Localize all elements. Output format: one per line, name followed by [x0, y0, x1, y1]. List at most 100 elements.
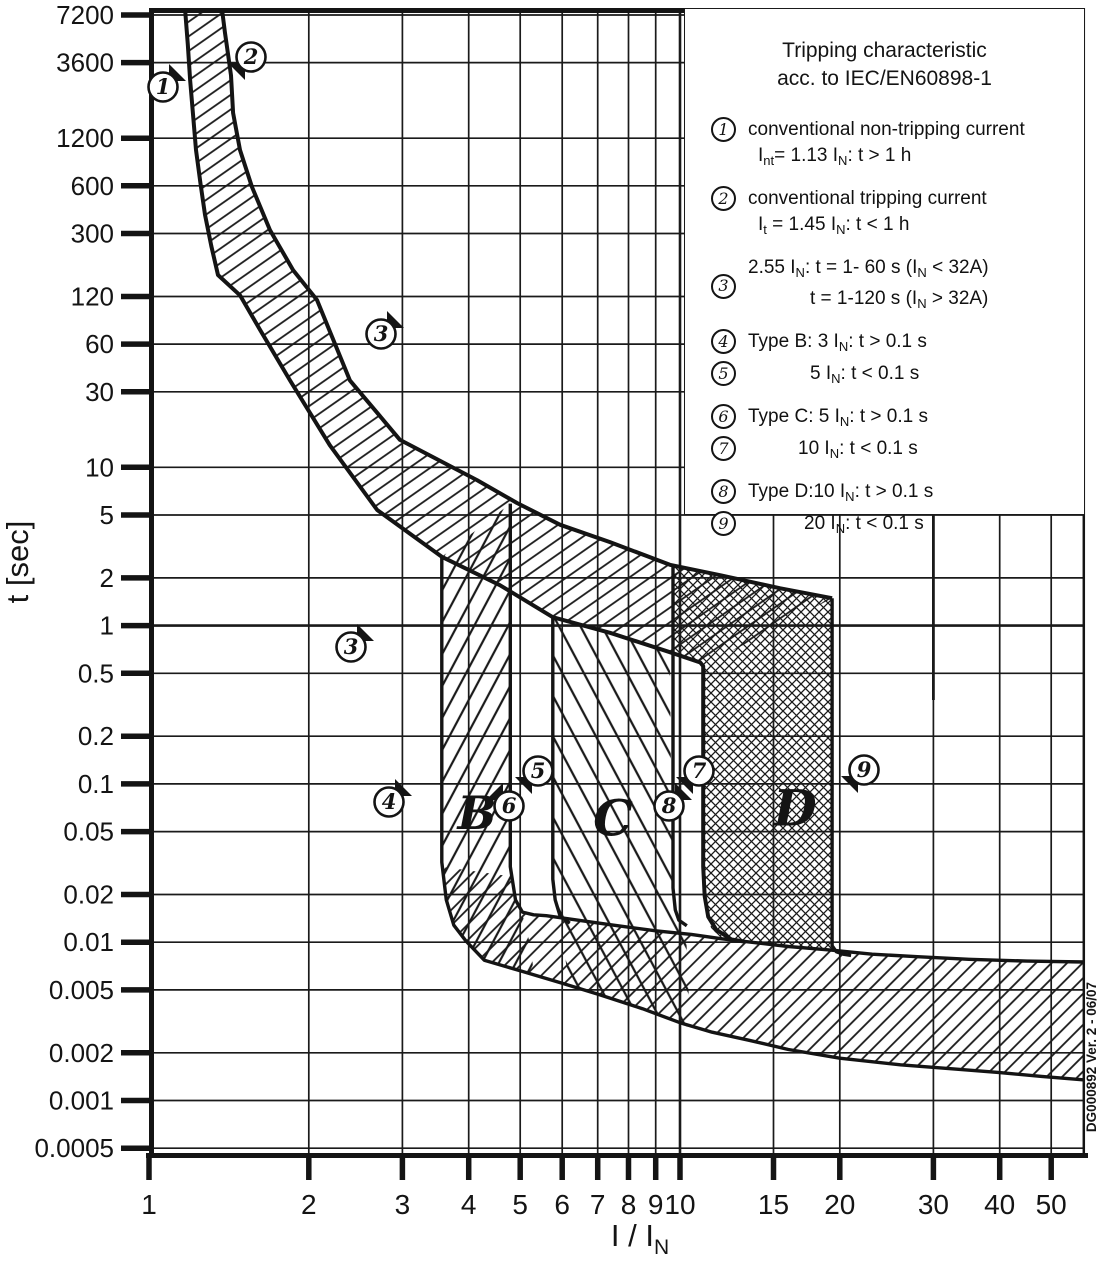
legend-title-line1: Tripping characteristic [782, 39, 987, 62]
callout-circle [493, 790, 525, 822]
drawing-number: DG000892 Ver. 2 - 06/07 [1084, 982, 1099, 1132]
callout-number: 3 [344, 634, 359, 659]
y-tick-label-0.05: 0.05 [63, 817, 114, 847]
y-tick-label-1: 1 [100, 611, 114, 641]
legend-item-line: 5 IN: t < 0.1 s [810, 363, 920, 386]
axis-ticks [121, 12, 1054, 1180]
edge-curve-1-13 [183, 8, 745, 944]
edge-curve-1-45 [219, 8, 833, 601]
legend-item-number-icon: 1 [711, 117, 736, 142]
legend-item-number-icon: 6 [711, 404, 736, 429]
x-tick-label-8: 8 [621, 1189, 637, 1220]
x-tick-label-15: 15 [758, 1189, 789, 1220]
legend-title-line2: acc. to IEC/EN60898-1 [777, 67, 992, 90]
edge-d-right [830, 598, 852, 958]
legend-item-line: 10 IN: t < 0.1 s [798, 438, 918, 461]
y-tick-label-30: 30 [85, 377, 114, 407]
x-tick-label-50: 50 [1036, 1189, 1067, 1220]
callout-1: 1 [147, 64, 186, 103]
legend-item-line: 20 IN: t < 0.1 s [804, 513, 924, 536]
callout-number: 2 [243, 44, 259, 69]
y-tick-label-0.1: 0.1 [78, 769, 114, 799]
legend-item-1: 1 conventional non-tripping current Int= 1… [685, 117, 1084, 174]
legend-item-text: conventional tripping current It = 1.45 I… [748, 186, 987, 243]
legend-item-number-icon: 3 [711, 273, 736, 299]
legend-item-3: 3 2.55 IN: t = 1- 60 s (IN < 32A) t = 1-12… [685, 255, 1084, 317]
legend-item-text: Type C: 5 IN: t > 0.1 s [748, 404, 928, 435]
callout-number: 4 [382, 789, 397, 814]
x-tick-label-7: 7 [590, 1189, 606, 1220]
legend-item-text: 5 IN: t < 0.1 s [748, 361, 919, 392]
callout-circle [235, 41, 267, 73]
x-tick-label-20: 20 [824, 1189, 855, 1220]
legend-item-text: 20 IN: t < 0.1 s [748, 511, 924, 542]
legend-item-text: Type B: 3 IN: t > 0.1 s [748, 329, 927, 360]
trip-bands [185, 8, 1085, 1080]
x-tick-label-40: 40 [984, 1189, 1015, 1220]
type-letter-D: D [771, 779, 816, 838]
callout-7: 7 [676, 755, 715, 794]
y-tick-label-1200: 1200 [56, 123, 114, 153]
legend-item-line: Type C: 5 IN: t > 0.1 s [748, 406, 928, 429]
callout-circle [335, 631, 367, 663]
edge-b-right-and-upper-limit [508, 503, 1085, 964]
legend-item-8: 8 Type D:10 IN: t > 0.1 s [685, 479, 1084, 510]
limit-curves [183, 8, 1085, 1082]
callout-circle [522, 755, 554, 787]
legend-item-number-icon: 5 [711, 361, 736, 386]
y-tick-label-0.2: 0.2 [78, 721, 114, 751]
legend-item-line: Int= 1.13 IN: t > 1 h [758, 145, 912, 168]
y-tick-label-0.002: 0.002 [49, 1038, 114, 1068]
callout-circle [683, 755, 715, 787]
callout-9: 9 [841, 754, 880, 793]
legend-item-2: 2 conventional tripping current It = 1.45 … [685, 186, 1084, 243]
legend-item-text: 10 IN: t < 0.1 s [748, 436, 918, 467]
x-tick-label-5: 5 [512, 1189, 528, 1220]
x-tick-label-10: 10 [664, 1189, 695, 1220]
legend-item-text: conventional non-tripping current Int= 1.… [748, 117, 1025, 174]
legend-item-number-icon: 4 [711, 329, 736, 354]
y-tick-label-0.01: 0.01 [63, 927, 114, 957]
legend-item-6: 6 Type C: 5 IN: t > 0.1 s [685, 404, 1084, 435]
axis-labels: 7200360012006003001206030105210.50.20.10… [0, 0, 1099, 1259]
x-tick-label-3: 3 [395, 1189, 411, 1220]
callout-3: 3 [335, 624, 374, 663]
legend-item-number-icon: 9 [711, 511, 736, 536]
callout-number: 5 [531, 758, 546, 783]
legend-item-5: 5 5 IN: t < 0.1 s [685, 361, 1084, 392]
legend-item-7: 7 10 IN: t < 0.1 s [685, 436, 1084, 467]
type-d-band [674, 565, 846, 953]
legend-item-line: It = 1.45 IN: t < 1 h [758, 214, 910, 237]
edge-c-right-d-left [671, 564, 688, 928]
callout-circle [373, 786, 405, 818]
y-tick-label-0.5: 0.5 [78, 658, 114, 688]
y-axis-title: t [sec] [0, 521, 35, 604]
y-tick-label-10: 10 [85, 452, 114, 482]
callout-4: 4 [373, 779, 412, 818]
y-tick-label-300: 300 [71, 219, 114, 249]
callout-number: 8 [661, 793, 677, 818]
callout-number: 3 [374, 321, 389, 346]
legend-item-line: t = 1-120 s (IN > 32A) [810, 288, 989, 311]
x-tick-label-30: 30 [918, 1189, 949, 1220]
y-tick-label-3600: 3600 [56, 48, 114, 78]
x-tick-label-9: 9 [648, 1189, 664, 1220]
legend-item-text: Type D:10 IN: t > 0.1 s [748, 479, 933, 510]
edge-c-left [551, 617, 571, 925]
legend-item-line: conventional non-tripping current [748, 119, 1025, 140]
type-b-band [441, 503, 534, 974]
type-letter-B: B [456, 786, 497, 840]
legend-item-line: 2.55 IN: t = 1- 60 s (IN < 32A) [748, 257, 989, 280]
y-tick-label-120: 120 [71, 282, 114, 312]
legend: Tripping characteristic acc. to IEC/EN60… [684, 8, 1085, 536]
type-letter-C: C [593, 789, 633, 848]
x-tick-label-4: 4 [461, 1189, 477, 1220]
y-tick-label-5: 5 [100, 500, 114, 530]
callout-circle [848, 754, 880, 786]
legend-item-line: Type D:10 IN: t > 0.1 s [748, 481, 934, 504]
edge-b-left-and-lower-limit [440, 556, 1085, 1082]
legend-item-line: Type B: 3 IN: t > 0.1 s [748, 331, 927, 354]
y-tick-label-0.02: 0.02 [63, 880, 114, 910]
callout-number: 6 [502, 793, 517, 818]
